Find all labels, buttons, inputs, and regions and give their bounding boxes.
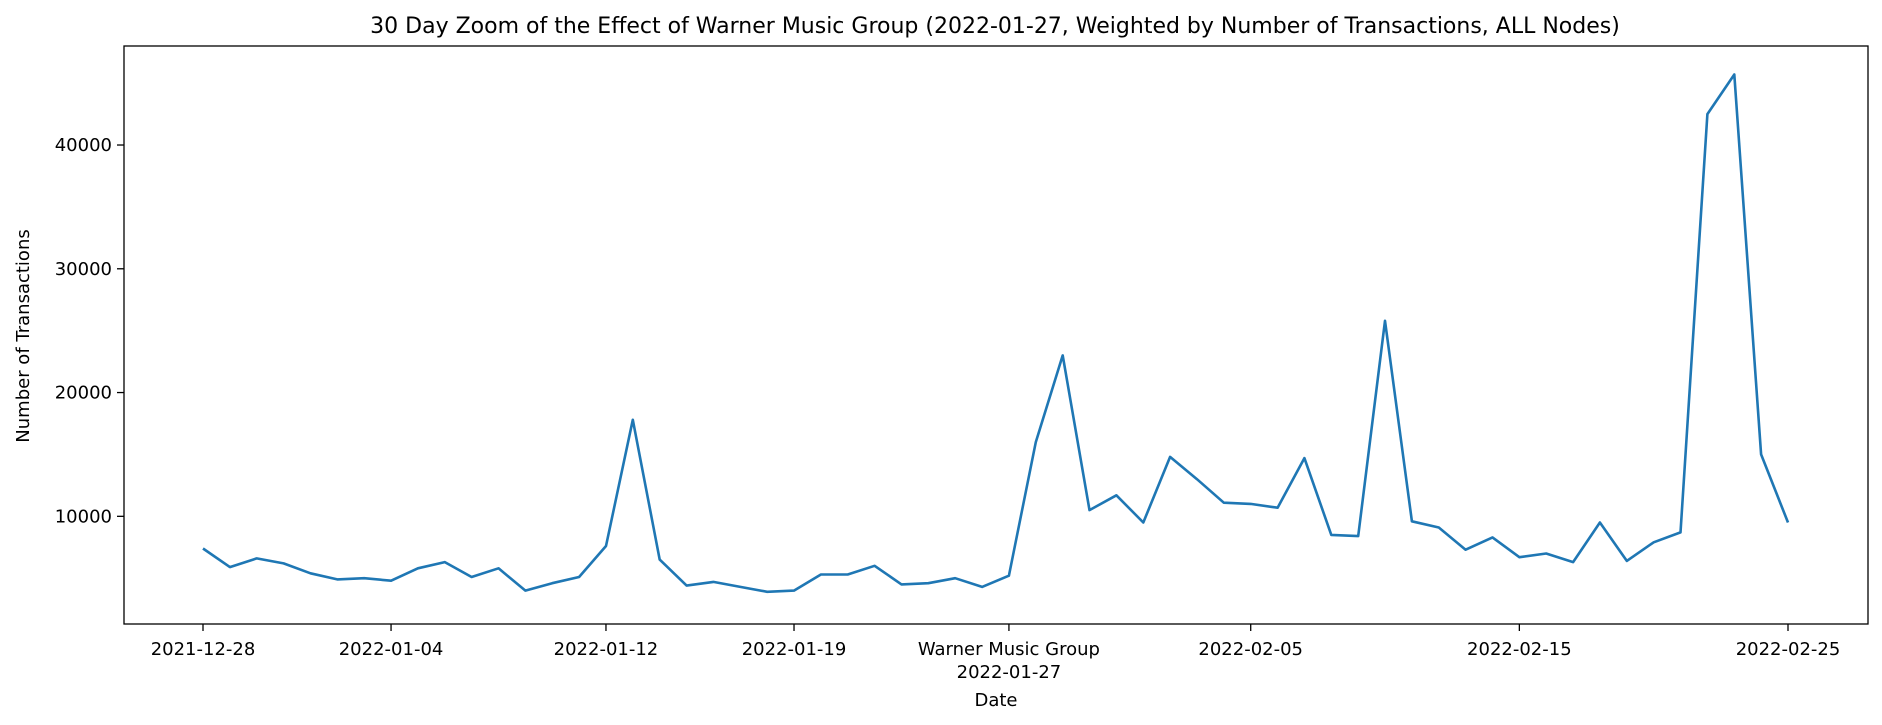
plot-area [202,73,1790,594]
series-line [202,73,1790,594]
x-tick-label: 2022-02-15 [1467,639,1572,660]
plot-frame [123,45,1869,625]
y-tick-label: 20000 [55,383,112,404]
x-tick-label: 2022-02-25 [1736,639,1841,660]
chart-title: 30 Day Zoom of the Effect of Warner Musi… [370,14,1620,39]
x-axis-label: Date [974,690,1017,711]
x-tick-label: 2021-12-28 [151,639,256,660]
x-tick-label: 2022-01-12 [554,639,659,660]
x-tick-label: 2022-01-04 [339,639,444,660]
y-tick-label: 10000 [55,506,112,527]
x-tick-label: 2022-01-19 [742,639,847,660]
y-tick-label: 40000 [55,135,112,156]
x-axis: 2021-12-28 2022-01-04 2022-01-12 2022-01-19… [151,624,1841,683]
x-tick-label: Warner Music Group [918,639,1100,660]
x-tick-sublabel: 2022-01-27 [957,662,1062,683]
y-axis: 10000 20000 30000 40000 [55,135,124,527]
y-axis-label: Number of Transactions [13,229,34,442]
x-tick-label: 2022-02-05 [1198,639,1303,660]
y-tick-label: 30000 [55,259,112,280]
